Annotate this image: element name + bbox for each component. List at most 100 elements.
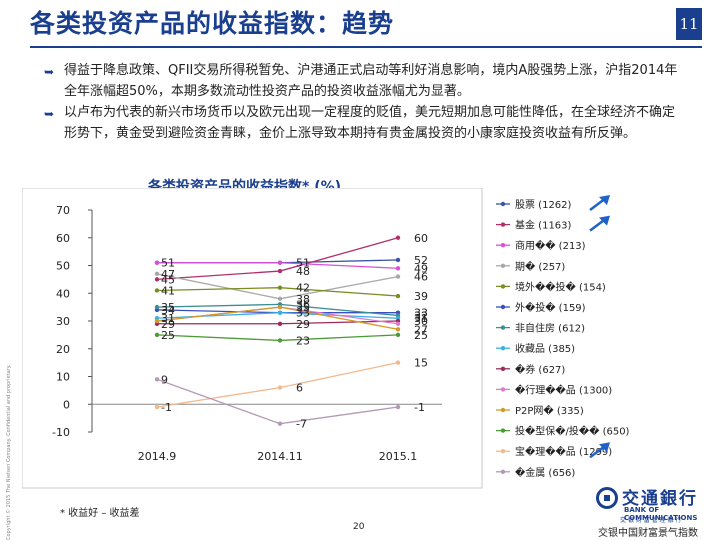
bullet-list: ➥ 得益于降息政策、QFII交易所得税暂免、沪港通正式启动等利好消息影响，境内A… <box>44 60 684 144</box>
legend-label: 期� (257) <box>515 260 565 273</box>
data-point <box>154 304 160 310</box>
legend-marker <box>500 346 506 351</box>
legend-marker <box>500 428 506 433</box>
data-point <box>395 327 401 332</box>
trend-arrow-head <box>599 442 610 453</box>
legend-label: 股票 (1262) <box>515 199 572 211</box>
trend-arrow-icon <box>589 195 610 211</box>
y-tick-label: 70 <box>56 204 70 217</box>
data-label: 38 <box>296 293 310 306</box>
data-label: 33 <box>296 307 310 320</box>
bullet-item: ➥ 得益于降息政策、QFII交易所得税暂免、沪港通正式启动等利好消息影响，境内A… <box>44 60 684 102</box>
y-tick-label: 30 <box>56 315 70 328</box>
data-label: 48 <box>296 265 310 278</box>
data-label: 60 <box>414 232 428 245</box>
data-label: 35 <box>296 301 310 314</box>
bullet-icon: ➥ <box>44 107 55 121</box>
data-label: 46 <box>414 271 428 284</box>
legend-marker <box>500 201 506 207</box>
y-tick-label: 20 <box>56 343 70 356</box>
page-badge: 11 <box>676 8 702 40</box>
page-title: 各类投资产品的收益指数：趋势 <box>30 9 395 38</box>
bank-logo: 交通銀行 BANK OF COMMUNICATIONS 交 银 财 富 管 理 … <box>594 484 718 539</box>
data-point <box>154 271 160 277</box>
data-label: 33 <box>414 307 428 320</box>
data-label: 29 <box>296 318 310 331</box>
data-label: 41 <box>161 284 175 297</box>
data-label: 31 <box>414 312 428 325</box>
data-label: 25 <box>161 329 175 342</box>
data-label: 25 <box>414 329 428 342</box>
bullet-icon: ➥ <box>44 65 55 79</box>
data-point <box>395 274 401 279</box>
bullet-text: 得益于降息政策、QFII交易所得税暂免、沪港通正式启动等利好消息影响，境内A股强… <box>64 63 678 99</box>
data-label: 49 <box>414 262 428 275</box>
trend-arrow-icon <box>589 442 610 459</box>
data-label: 29 <box>161 318 175 331</box>
data-label: 27 <box>414 323 428 336</box>
legend-label: 投�型保�/投�� (650) <box>515 425 630 438</box>
x-tick-label: 2015.1 <box>379 450 418 463</box>
legend-label: P2P网� (335) <box>515 404 584 417</box>
bullet-item: ➥ 以卢布为代表的新兴市场货币以及欧元出现一定程度的贬值，美元短期加息可能性降低… <box>44 102 684 144</box>
legend-marker <box>500 407 506 413</box>
footnote: * 收益好 – 收益差 <box>60 508 140 519</box>
data-label: 51 <box>296 257 310 270</box>
bank-logo-icon <box>596 487 618 509</box>
data-label: 52 <box>414 254 428 267</box>
data-point <box>395 235 401 240</box>
data-point <box>154 277 160 282</box>
data-label: 36 <box>296 298 310 311</box>
data-label: 9 <box>161 373 168 386</box>
data-point <box>395 360 401 365</box>
legend-label: 基金 (1163) <box>515 219 572 232</box>
data-label: 23 <box>296 334 310 347</box>
legend-label: 非自住房 (612) <box>515 322 585 335</box>
logo-tagline: 交银中国财富景气指数 <box>598 528 698 539</box>
y-tick-label: -10 <box>52 426 70 439</box>
data-label: -7 <box>296 418 307 431</box>
y-tick-label: 60 <box>56 232 70 245</box>
legend-label: 商用�� (213) <box>515 239 586 252</box>
data-label: 30 <box>414 315 428 328</box>
data-point <box>395 257 401 263</box>
legend-label: �行理��品 (1300) <box>515 383 612 396</box>
page-number: 20 <box>353 522 365 532</box>
data-point <box>277 304 283 310</box>
y-tick-label: 50 <box>56 260 70 273</box>
legend-marker <box>500 387 506 392</box>
logo-subtitle: 交 银 财 富 管 理 银 行 <box>620 517 682 524</box>
data-label: 32 <box>414 309 428 322</box>
data-point <box>395 266 401 271</box>
legend-label: 境外��投� (154) <box>515 280 606 293</box>
data-point <box>154 288 160 293</box>
legend-marker <box>500 304 506 310</box>
x-tick-label: 2014.9 <box>138 450 177 463</box>
data-label: 45 <box>161 273 175 286</box>
data-point <box>277 285 283 290</box>
legend-label: 收藏品 (385) <box>515 342 575 355</box>
copyright-note: Copyright © 2015 The Nielsen Company. Co… <box>6 364 12 540</box>
data-label: -1 <box>414 401 425 414</box>
legend-label: 宝�理��品 (1299) <box>515 445 612 458</box>
legend-marker <box>500 243 506 248</box>
data-point <box>277 321 283 326</box>
data-label: 31 <box>161 312 175 325</box>
data-point <box>277 310 283 315</box>
data-label: 39 <box>414 290 428 303</box>
data-label: 47 <box>161 268 175 281</box>
legend-label: �券 (627) <box>515 363 565 376</box>
legend-marker <box>500 284 506 289</box>
data-point <box>154 260 160 265</box>
data-point <box>154 318 160 324</box>
data-point <box>277 421 283 426</box>
x-tick-label: 2014.11 <box>257 450 303 463</box>
legend-marker <box>500 222 506 227</box>
data-point <box>277 338 283 343</box>
legend-marker <box>500 366 506 371</box>
data-label: 34 <box>161 304 175 317</box>
trend-arrow-icon <box>589 215 610 232</box>
chart-container: -10 0 10 20 30 40 50 60 70 2014.9 2014.11 2015.1 51 4… <box>21 187 712 504</box>
y-tick-label: 40 <box>56 287 70 300</box>
